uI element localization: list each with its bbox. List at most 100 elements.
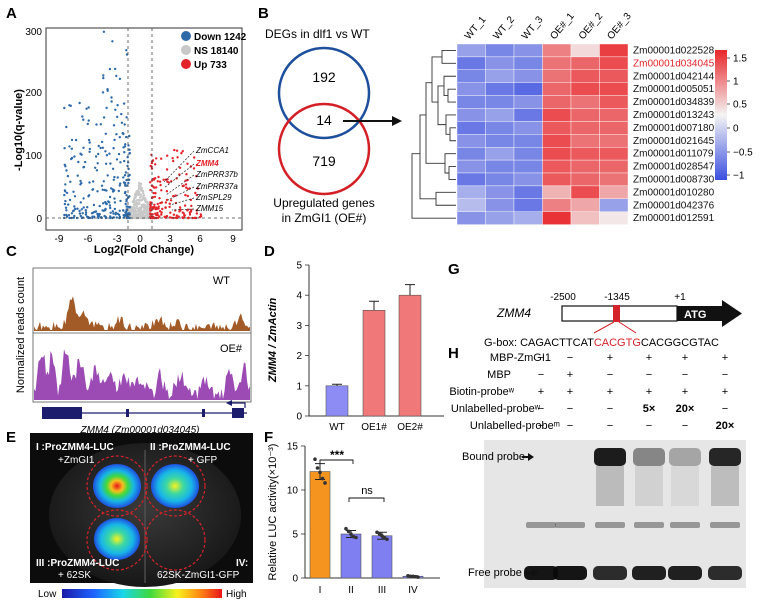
emsa-cell: 5× [643, 403, 656, 415]
volcano-point [76, 207, 79, 210]
dendrogram-branch [435, 191, 456, 206]
heatmap-cell [485, 43, 515, 58]
volcano-point [127, 181, 130, 185]
heatmap-cell [513, 146, 543, 161]
volcano-point [73, 155, 76, 158]
f-bar-II [340, 533, 362, 579]
heatmap-col-4: OE#_2 [577, 11, 606, 42]
volcano-point [177, 215, 180, 218]
volcano-point [169, 211, 172, 214]
emsa-cell: − [567, 420, 573, 432]
volcano-point [125, 208, 128, 211]
gene-direction-arrowhead [226, 400, 232, 406]
volcano-point [104, 150, 107, 153]
volcano-point [139, 209, 143, 212]
f-data-point [382, 535, 387, 540]
volcano-point [79, 201, 83, 204]
free-probe-band [632, 566, 666, 580]
heatmap-col-5: OE#_3 [605, 11, 634, 42]
volcano-point [101, 146, 105, 149]
track-oe-label: OE# [220, 343, 243, 355]
heatmap-cell [570, 134, 600, 148]
volcano-point [149, 181, 152, 184]
gbox-suffix: CACGGCGTAC [641, 337, 719, 349]
venn-bottom-line2: in ZmGI1 (OE#) [282, 211, 367, 225]
volcano-point [106, 174, 109, 177]
volcano-point [117, 189, 121, 193]
volcano-point [128, 134, 131, 138]
heatmap-col-3: OE#_1 [548, 11, 577, 42]
smear [711, 466, 739, 506]
volcano-point [142, 203, 146, 207]
legend-ns: NS 18140 [194, 46, 239, 57]
volcano-point [155, 207, 158, 211]
volcano-point [79, 183, 82, 186]
volcano-point [79, 179, 82, 183]
volcano-point [163, 215, 166, 218]
volcano-point [142, 194, 146, 197]
volcano-point [86, 206, 89, 209]
volcano-point [119, 199, 122, 203]
volcano-point [119, 182, 122, 185]
f-data-point [313, 457, 317, 462]
gbox-callout-left [593, 321, 615, 334]
smear [635, 466, 663, 506]
heatmap-cells [456, 43, 629, 225]
f-category-label: I [319, 585, 322, 596]
heatmap-cell [599, 185, 629, 199]
volcano-point [110, 96, 113, 99]
heatmap-cell [513, 198, 543, 212]
volcano-point [91, 188, 94, 191]
d-category-label: OE1# [361, 422, 387, 433]
f-bar-I [309, 471, 331, 579]
volcano-point [125, 178, 128, 182]
heatmap-cell [542, 211, 572, 225]
volcano-point [88, 181, 91, 184]
gene-exon-3 [202, 409, 205, 417]
heatmap-cell [542, 146, 572, 161]
e-labels: I :ProZMM4-LUC +ZmGI1 II :ProZMM4-LUC + … [36, 442, 248, 581]
f-data-point [318, 470, 322, 475]
heatmap-cell [485, 108, 515, 122]
d-ylabel: ZMM4 / ZmActin [267, 298, 279, 384]
volcano-point [105, 202, 108, 206]
volcano-point [135, 205, 138, 208]
volcano-point [173, 148, 176, 152]
heatmap-cell [456, 198, 486, 212]
arrow-zmprr37b [165, 174, 195, 196]
volcano-point [115, 133, 118, 136]
volcano-point [102, 180, 106, 183]
panel-label-b: B [258, 5, 269, 22]
volcano-point [94, 210, 98, 213]
scale-tick-label: −0.5 [733, 148, 753, 159]
volcano-point [67, 203, 70, 206]
volcano-point [156, 180, 159, 183]
ytick-200: 200 [25, 88, 42, 99]
xtick-0: 0 [137, 234, 143, 245]
volcano-point [125, 135, 128, 139]
volcano-point [168, 205, 171, 209]
emsa-bands [524, 448, 742, 580]
emsa-cell: + [682, 386, 688, 398]
volcano-point [105, 106, 108, 110]
volcano-point [160, 213, 163, 216]
volcano-point [168, 202, 171, 205]
volcano-point [65, 213, 68, 217]
volcano-point [181, 150, 184, 153]
volcano-point [122, 181, 126, 184]
volcano-point [117, 152, 121, 156]
legend-up: Up 733 [194, 60, 227, 71]
volcano-ylabel: -Log10(q-value) [13, 89, 25, 171]
heatmap-cell [513, 95, 543, 109]
volcano-point [65, 191, 69, 195]
volcano-point [128, 148, 131, 151]
volcano-point [132, 203, 136, 206]
volcano-point [109, 215, 112, 218]
heatmap-row-label: Zm00001d042376 [633, 200, 715, 211]
heatmap-cell [485, 146, 515, 161]
volcano-point [99, 146, 102, 150]
d-tick-label: 0 [296, 412, 302, 423]
venn-arrow-head [392, 116, 402, 126]
volcano-point [63, 213, 66, 217]
heatmap-cell [599, 172, 629, 187]
